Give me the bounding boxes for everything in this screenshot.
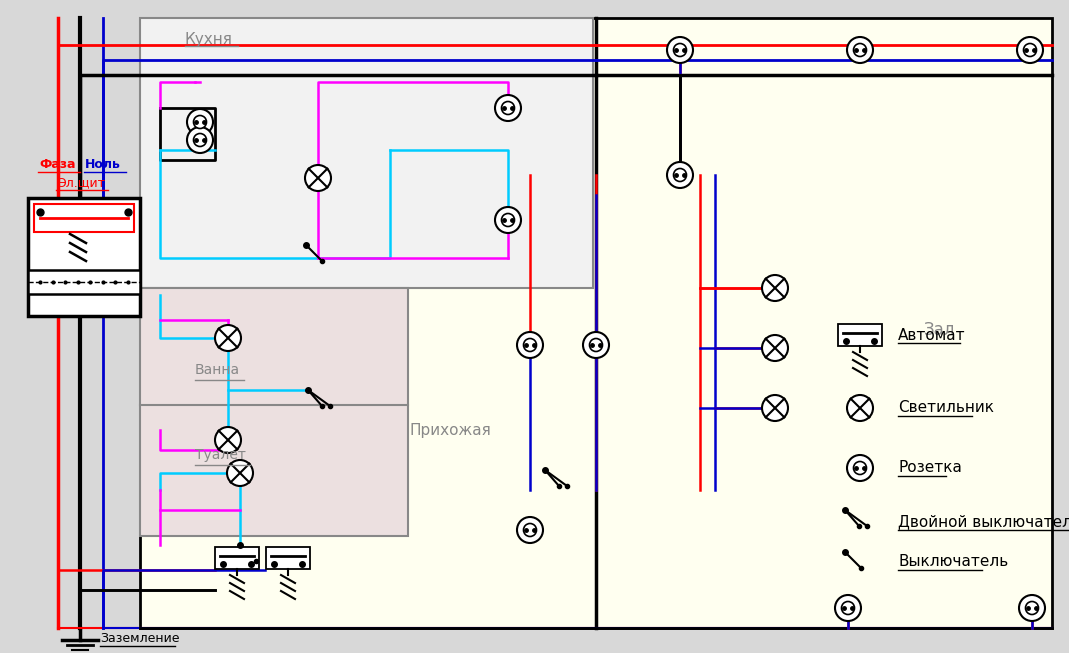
Text: Розетка: Розетка — [898, 460, 962, 475]
Circle shape — [1019, 595, 1045, 621]
Text: Ванна: Ванна — [195, 363, 241, 377]
Text: Двойной выключатель: Двойной выключатель — [898, 515, 1069, 530]
Text: Туалет: Туалет — [195, 448, 246, 462]
FancyBboxPatch shape — [838, 324, 882, 346]
Text: Фаза: Фаза — [40, 159, 76, 172]
Circle shape — [187, 127, 213, 153]
Circle shape — [673, 44, 686, 57]
Circle shape — [762, 275, 788, 301]
Circle shape — [524, 338, 537, 351]
Circle shape — [589, 338, 603, 351]
Circle shape — [762, 335, 788, 361]
Circle shape — [835, 595, 861, 621]
Circle shape — [847, 455, 873, 481]
Circle shape — [1025, 601, 1038, 614]
Circle shape — [215, 427, 241, 453]
FancyBboxPatch shape — [266, 547, 310, 569]
Circle shape — [495, 95, 521, 121]
FancyBboxPatch shape — [28, 270, 140, 294]
Circle shape — [847, 37, 873, 63]
FancyBboxPatch shape — [140, 18, 1052, 628]
Text: Ноль: Ноль — [86, 159, 121, 172]
Text: Выключатель: Выключатель — [898, 554, 1008, 569]
Text: Светильник: Светильник — [898, 400, 994, 415]
Text: Прихожая: Прихожая — [409, 422, 491, 438]
FancyBboxPatch shape — [34, 204, 134, 232]
Circle shape — [193, 116, 206, 129]
Circle shape — [673, 168, 686, 182]
FancyBboxPatch shape — [140, 288, 408, 536]
Text: Эл.щит: Эл.щит — [57, 176, 105, 189]
Circle shape — [501, 214, 514, 227]
Circle shape — [193, 133, 206, 146]
Circle shape — [853, 462, 867, 475]
Circle shape — [853, 44, 867, 57]
Text: Зал: Зал — [925, 321, 956, 339]
Circle shape — [305, 165, 331, 191]
Circle shape — [495, 207, 521, 233]
Circle shape — [583, 332, 609, 358]
Circle shape — [215, 325, 241, 351]
Circle shape — [762, 395, 788, 421]
FancyBboxPatch shape — [28, 198, 140, 316]
Circle shape — [187, 109, 213, 135]
Circle shape — [847, 395, 873, 421]
Circle shape — [667, 162, 693, 188]
Circle shape — [524, 524, 537, 537]
Circle shape — [667, 37, 693, 63]
Circle shape — [517, 332, 543, 358]
Text: Кухня: Кухня — [185, 32, 233, 47]
FancyBboxPatch shape — [215, 547, 259, 569]
Circle shape — [227, 460, 253, 486]
FancyBboxPatch shape — [140, 18, 593, 288]
Circle shape — [1023, 44, 1037, 57]
Text: Заземление: Заземление — [100, 631, 180, 645]
Circle shape — [501, 101, 514, 114]
Text: Автомат: Автомат — [898, 328, 965, 343]
Circle shape — [1017, 37, 1043, 63]
Circle shape — [517, 517, 543, 543]
Circle shape — [841, 601, 854, 614]
